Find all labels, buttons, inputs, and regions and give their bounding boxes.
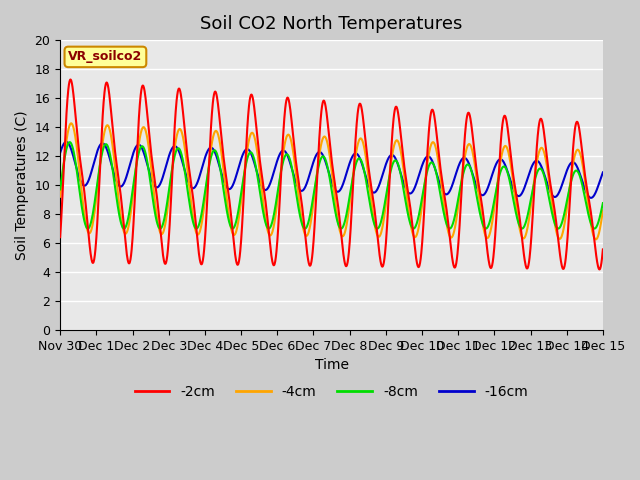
Y-axis label: Soil Temperatures (C): Soil Temperatures (C)	[15, 110, 29, 260]
X-axis label: Time: Time	[314, 359, 349, 372]
Title: Soil CO2 North Temperatures: Soil CO2 North Temperatures	[200, 15, 463, 33]
Legend: -2cm, -4cm, -8cm, -16cm: -2cm, -4cm, -8cm, -16cm	[129, 379, 534, 404]
Text: VR_soilco2: VR_soilco2	[68, 50, 143, 63]
